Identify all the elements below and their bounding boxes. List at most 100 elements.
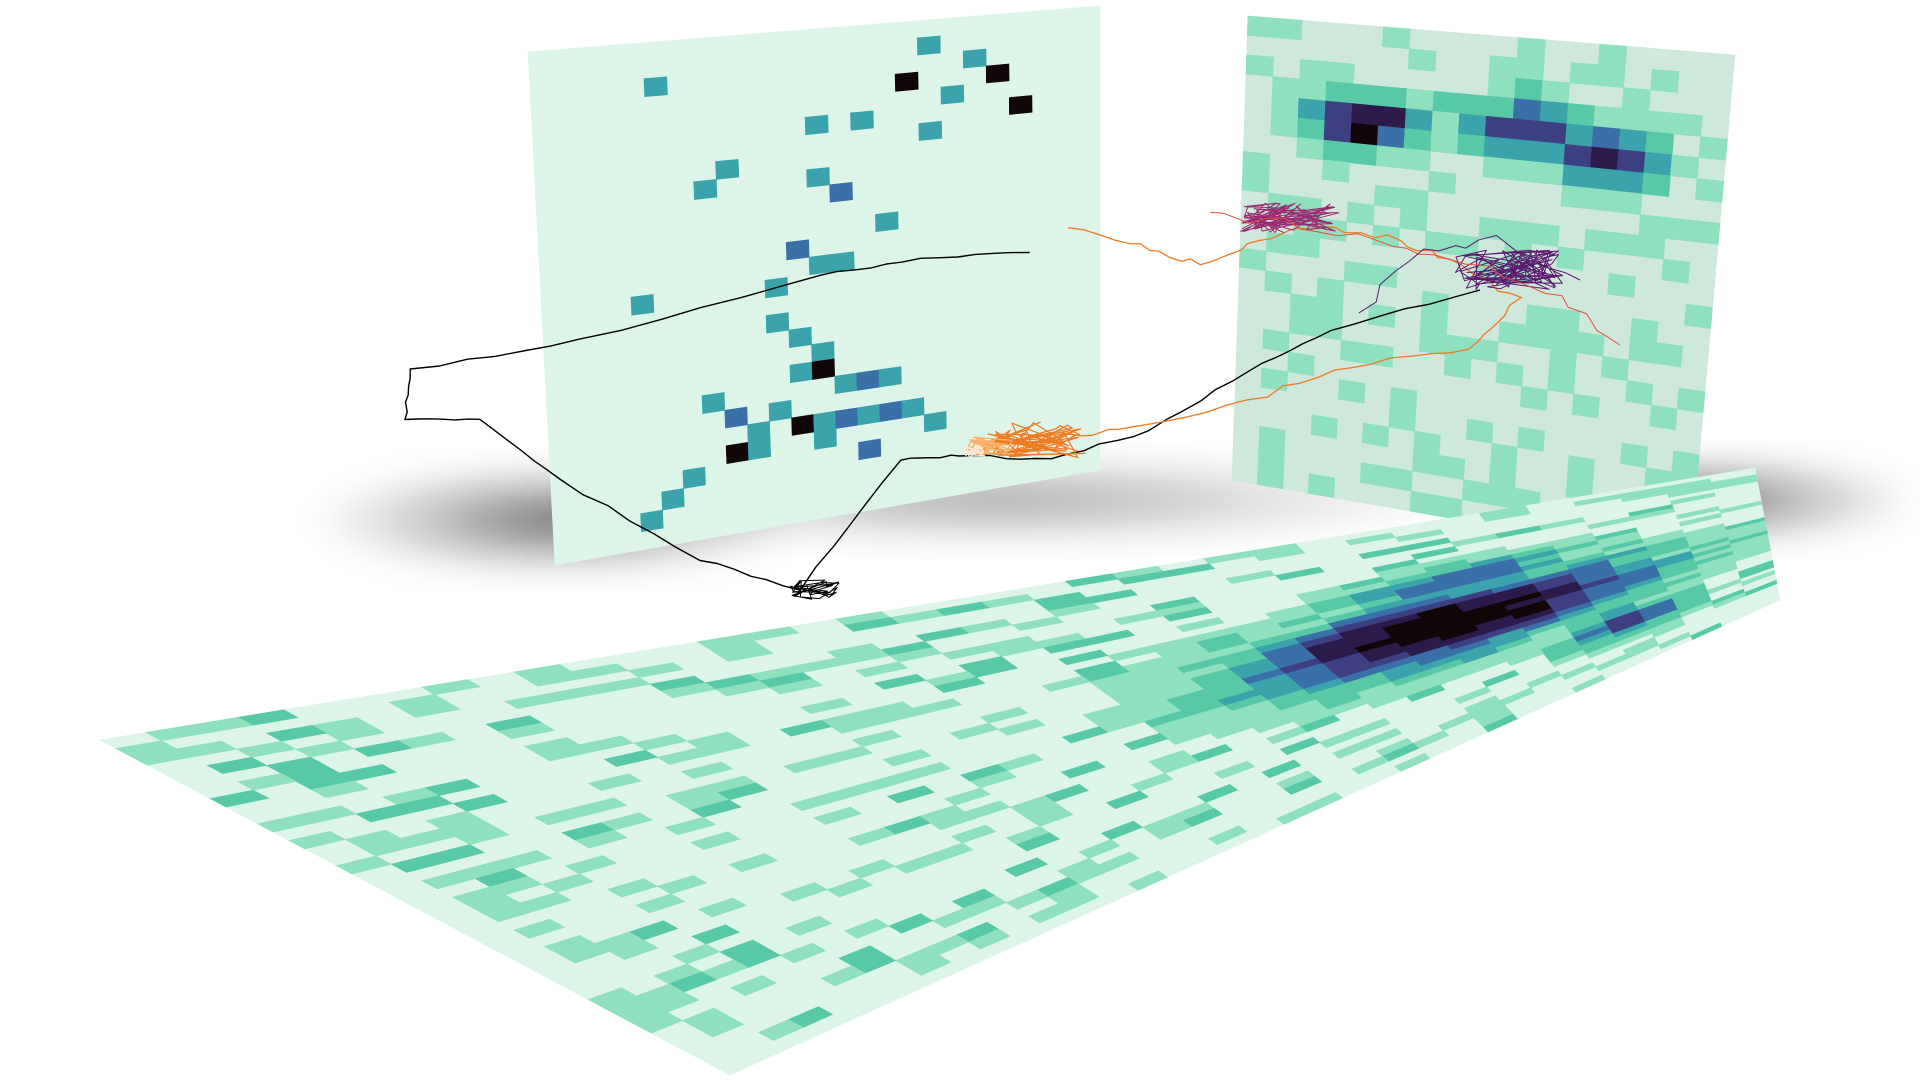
floor-cell: [524, 671, 584, 687]
left-wall-cell: [630, 294, 655, 316]
floor-cell: [1015, 832, 1061, 852]
right-wall-cell: [1288, 312, 1317, 337]
floor-cell: [1225, 570, 1277, 584]
floor-cell: [1113, 610, 1165, 625]
right-wall-cell: [1482, 156, 1511, 180]
right-wall-cell: [1484, 115, 1514, 140]
right-wall-cell: [1525, 304, 1554, 329]
left-wall-cell: [640, 509, 664, 533]
left-wall-cell: [693, 179, 718, 200]
floor-cell: [932, 907, 977, 929]
right-wall-cell: [1242, 150, 1271, 174]
floor-cell: [783, 755, 835, 774]
right-wall-cell: [1316, 277, 1345, 301]
right-wall-cell: [1245, 54, 1274, 77]
floor-cell: [1620, 489, 1668, 503]
right-wall-cell: [1412, 450, 1440, 476]
right-wall-cell: [1597, 43, 1628, 68]
left-wall-cell: [808, 254, 833, 276]
floor-cell: [1274, 566, 1325, 581]
right-wall-cell: [1516, 37, 1546, 61]
right-wall-cell: [1536, 141, 1566, 166]
floor-cell: [1251, 715, 1295, 734]
trajectory-red: [1210, 211, 1621, 346]
floor-cell: [1041, 675, 1091, 692]
right-wall-cell: [1297, 98, 1327, 121]
floor-cell: [1058, 649, 1109, 666]
right-wall-cell: [1654, 342, 1683, 368]
floor-cell: [779, 719, 833, 737]
right-wall-cell: [1535, 161, 1565, 186]
left-wall-cell: [850, 110, 874, 131]
left-wall-cell: [857, 404, 881, 426]
right-wall-cell: [1343, 260, 1372, 285]
floor-cell: [1261, 759, 1302, 779]
right-wall-cell: [1583, 228, 1613, 254]
floor-cell: [1658, 631, 1692, 650]
right-wall-cell: [1400, 187, 1429, 212]
right-wall-cell: [1352, 83, 1381, 107]
floor-cell: [1561, 662, 1597, 680]
right-wall-cell: [1600, 355, 1630, 381]
floor-cell: [1690, 622, 1723, 640]
right-wall-cell: [1588, 167, 1618, 192]
right-wall-cell: [1431, 110, 1460, 135]
left-wall-cell: [643, 76, 668, 98]
floor-cell: [634, 1012, 684, 1034]
floor-cell: [130, 748, 193, 766]
right-wall-cell: [1325, 81, 1354, 104]
right-wall-cell: [1613, 190, 1643, 215]
floor-cell: [789, 793, 841, 812]
right-wall-heatmap: [1231, 15, 1736, 561]
floor-cell: [1394, 529, 1445, 543]
right-wall-cell: [1324, 100, 1353, 124]
right-wall-cell: [1403, 128, 1433, 152]
floor-cell: [1004, 857, 1049, 877]
floor-cell: [785, 915, 833, 936]
right-wall-cell: [1498, 321, 1527, 346]
floor-cell: [813, 806, 863, 825]
right-wall-cell: [1418, 330, 1447, 356]
floor-cell: [1585, 641, 1621, 659]
right-wall-cell: [1273, 17, 1303, 41]
right-wall-cell: [1373, 184, 1403, 209]
left-wall-cell: [701, 392, 726, 414]
right-wall-cell: [1676, 387, 1706, 414]
right-wall-cell: [1615, 169, 1645, 195]
right-wall-cell: [1531, 222, 1560, 248]
floor-cell: [288, 830, 347, 850]
right-wall-cell: [1671, 450, 1700, 477]
floor-cell: [854, 661, 909, 678]
right-wall-cell: [1566, 103, 1596, 127]
right-wall-cell: [1562, 164, 1591, 189]
right-wall-cell: [1628, 338, 1657, 364]
floor-cell: [608, 939, 659, 960]
floor-cell: [1265, 726, 1308, 745]
right-wall-cell: [1270, 114, 1299, 138]
right-wall-cell: [1539, 100, 1569, 125]
right-wall-cell: [1621, 87, 1651, 112]
floor-heatmap: [99, 467, 1781, 1076]
floor-cell: [888, 913, 934, 934]
left-wall-cell: [768, 399, 792, 422]
right-wall-cell: [1339, 339, 1368, 364]
left-wall-cell: [682, 466, 706, 489]
trajectory-lines: [404, 202, 1621, 600]
floor-cell: [504, 692, 563, 709]
right-wall-cell: [1456, 133, 1486, 157]
floor-cell: [1117, 571, 1171, 585]
left-wall-cell: [962, 48, 987, 69]
floor-cell: [355, 804, 413, 823]
right-wall-cell: [1576, 331, 1605, 357]
right-wall-cell: [1260, 367, 1289, 392]
left-wall-cell: [985, 63, 1010, 84]
left-wall-cell: [835, 407, 859, 429]
floor-cell: [574, 829, 628, 849]
right-wall-cell: [1610, 231, 1640, 257]
right-wall-cell: [1590, 146, 1620, 171]
floor-cell: [949, 722, 999, 740]
floor-cell: [680, 761, 734, 779]
left-wall-heatmap: [527, 5, 1101, 566]
floor-cell: [1064, 573, 1119, 588]
floor-cell: [656, 747, 711, 765]
